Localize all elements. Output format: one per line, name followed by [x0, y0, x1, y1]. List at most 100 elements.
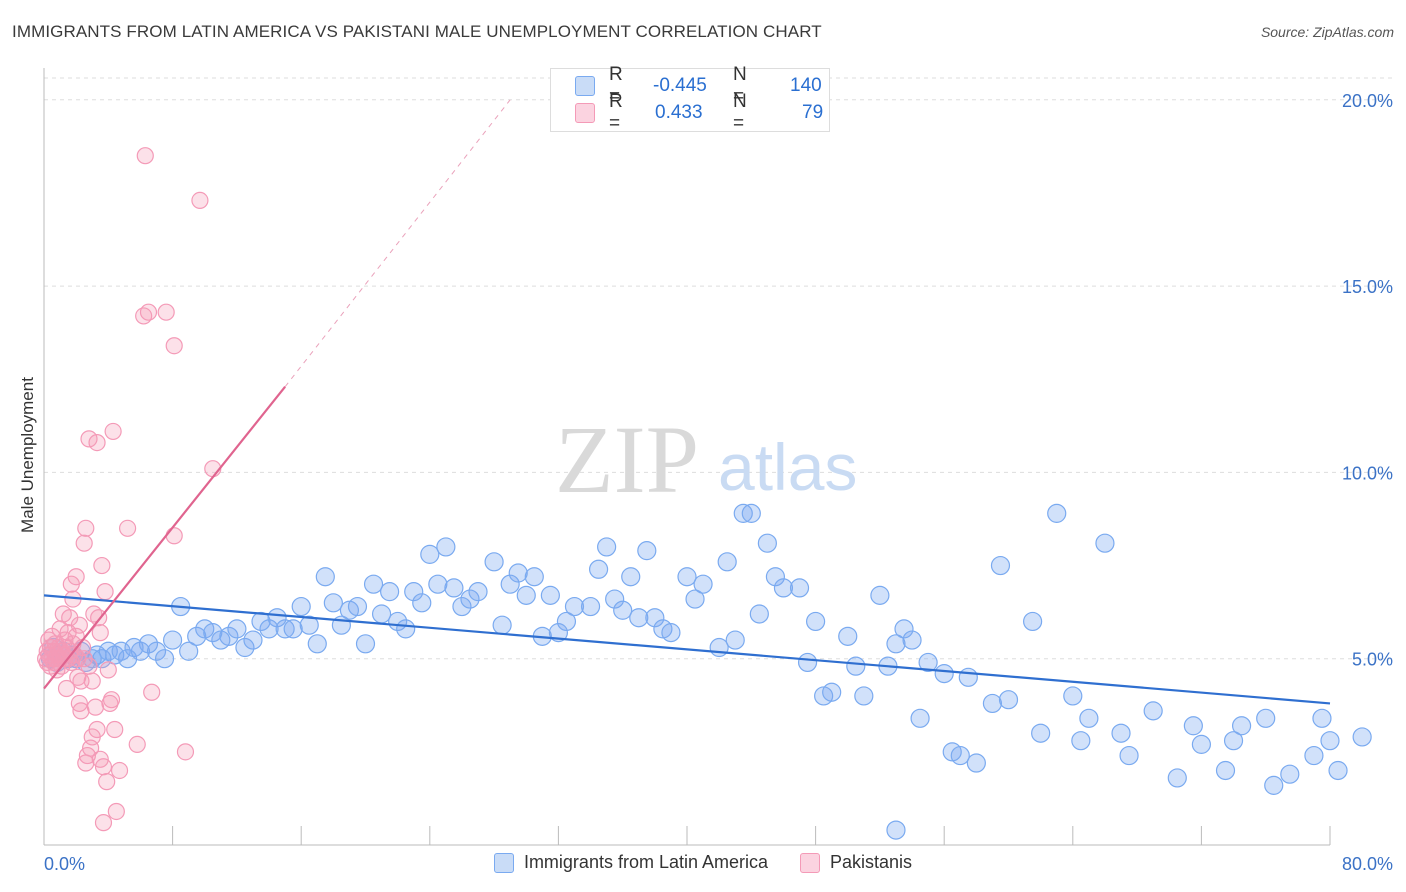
- data-point-immigrants: [396, 619, 416, 639]
- data-point-immigrants: [436, 537, 456, 557]
- data-point-immigrants: [709, 637, 729, 658]
- data-point-pakistanis: [80, 657, 98, 675]
- data-point-immigrants: [138, 634, 159, 654]
- data-point-immigrants: [363, 574, 384, 594]
- data-point-immigrants: [894, 619, 914, 639]
- data-point-immigrants: [163, 630, 183, 650]
- data-point-immigrants: [1312, 708, 1332, 728]
- legend-label: Immigrants from Latin America: [523, 852, 769, 872]
- data-point-pakistanis: [88, 433, 106, 452]
- x-tick-label: 80.0%: [1342, 854, 1393, 874]
- data-point-immigrants: [315, 567, 335, 587]
- legend-item-immigrants[interactable]: Immigrants from Latin America: [493, 852, 769, 873]
- y-tick-label: 15.0%: [1342, 277, 1393, 297]
- axes: [43, 68, 1331, 846]
- y-tick-labels: 5.0% 10.0% 15.0% 20.0%: [1342, 91, 1393, 670]
- data-point-pakistanis: [104, 422, 122, 441]
- data-point-immigrants: [637, 541, 657, 561]
- data-point-immigrants: [516, 585, 536, 605]
- data-point-pakistanis: [102, 691, 121, 709]
- data-point-immigrants: [789, 578, 810, 598]
- data-point-pakistanis: [136, 147, 154, 165]
- data-point-immigrants: [645, 608, 665, 628]
- data-point-immigrants: [854, 686, 874, 706]
- data-point-immigrants: [580, 596, 601, 617]
- data-point-immigrants: [597, 537, 617, 557]
- data-point-pakistanis: [128, 735, 146, 753]
- legend-label: Pakistanis: [830, 852, 913, 872]
- data-point-immigrants: [990, 555, 1011, 576]
- data-point-pakistanis: [118, 519, 137, 537]
- data-point-immigrants: [540, 585, 560, 605]
- data-point-pakistanis: [94, 758, 113, 776]
- watermark: ZIP atlas: [555, 406, 857, 513]
- data-point-immigrants: [958, 667, 978, 687]
- data-point-immigrants: [291, 596, 311, 617]
- data-point-pakistanis: [96, 583, 114, 601]
- data-point-immigrants: [428, 574, 448, 594]
- data-point-immigrants: [556, 611, 577, 632]
- data-point-immigrants: [1256, 708, 1276, 728]
- data-point-immigrants: [1031, 723, 1051, 743]
- data-point-immigrants: [1063, 686, 1083, 706]
- data-point-immigrants: [757, 533, 777, 553]
- data-point-pakistanis: [157, 303, 175, 321]
- data-point-immigrants: [299, 615, 319, 635]
- data-point-immigrants: [1191, 734, 1212, 754]
- data-point-immigrants: [267, 608, 287, 628]
- data-point-immigrants: [492, 615, 512, 635]
- data-point-immigrants: [404, 582, 424, 602]
- data-point-pakistanis: [143, 683, 161, 701]
- data-point-immigrants: [371, 604, 392, 624]
- data-point-immigrants: [380, 582, 400, 602]
- data-point-pakistanis: [91, 624, 109, 642]
- data-point-immigrants: [797, 652, 818, 673]
- trend-line-immigrants: [43, 594, 1331, 705]
- data-point-immigrants: [677, 567, 697, 587]
- legend: Immigrants from Latin America Pakistanis: [0, 852, 1406, 873]
- data-point-immigrants: [283, 619, 303, 639]
- data-point-pakistanis: [107, 802, 125, 821]
- data-point-pakistanis: [93, 556, 111, 575]
- data-point-immigrants: [822, 682, 842, 702]
- stats-r-label: R =: [609, 91, 623, 134]
- data-point-pakistanis: [57, 679, 76, 698]
- data-point-immigrants: [749, 604, 769, 624]
- trend-line-pakistanis: [43, 386, 286, 690]
- data-point-pakistanis: [70, 616, 88, 634]
- data-point-immigrants: [765, 567, 786, 587]
- data-point-immigrants: [950, 745, 970, 766]
- data-point-immigrants: [998, 690, 1019, 710]
- stats-n-label: N =: [733, 91, 747, 134]
- data-point-immigrants: [1167, 768, 1187, 788]
- data-point-immigrants: [910, 708, 930, 728]
- y-tick-label: 5.0%: [1352, 650, 1393, 670]
- data-point-immigrants: [733, 503, 753, 523]
- data-point-immigrants: [347, 596, 368, 617]
- data-point-pakistanis: [165, 337, 183, 355]
- data-point-pakistanis: [83, 672, 101, 690]
- data-point-immigrants: [1095, 533, 1115, 553]
- stats-r-value: 0.433: [655, 102, 703, 123]
- data-point-immigrants: [1111, 723, 1131, 743]
- x-tick-labels: 0.0% 80.0%: [44, 854, 1393, 874]
- data-point-pakistanis: [67, 568, 85, 586]
- legend-item-pakistanis[interactable]: Pakistanis: [800, 852, 912, 873]
- data-point-immigrants: [1328, 760, 1348, 781]
- data-point-immigrants: [886, 820, 906, 840]
- data-point-immigrants: [508, 563, 528, 583]
- data-point-immigrants: [323, 593, 343, 613]
- data-point-immigrants: [1071, 731, 1091, 751]
- data-point-immigrants: [154, 649, 175, 669]
- stats-r-label: R =: [609, 64, 623, 107]
- stats-n-value: 79: [802, 102, 824, 123]
- data-point-immigrants: [1047, 503, 1067, 523]
- data-point-immigrants: [1119, 745, 1139, 766]
- data-point-immigrants: [452, 596, 472, 617]
- data-point-immigrants: [966, 753, 986, 773]
- data-point-immigrants: [243, 630, 263, 650]
- data-point-immigrants: [934, 664, 954, 684]
- data-point-immigrants: [146, 641, 167, 661]
- legend-swatch-pink: [800, 852, 821, 873]
